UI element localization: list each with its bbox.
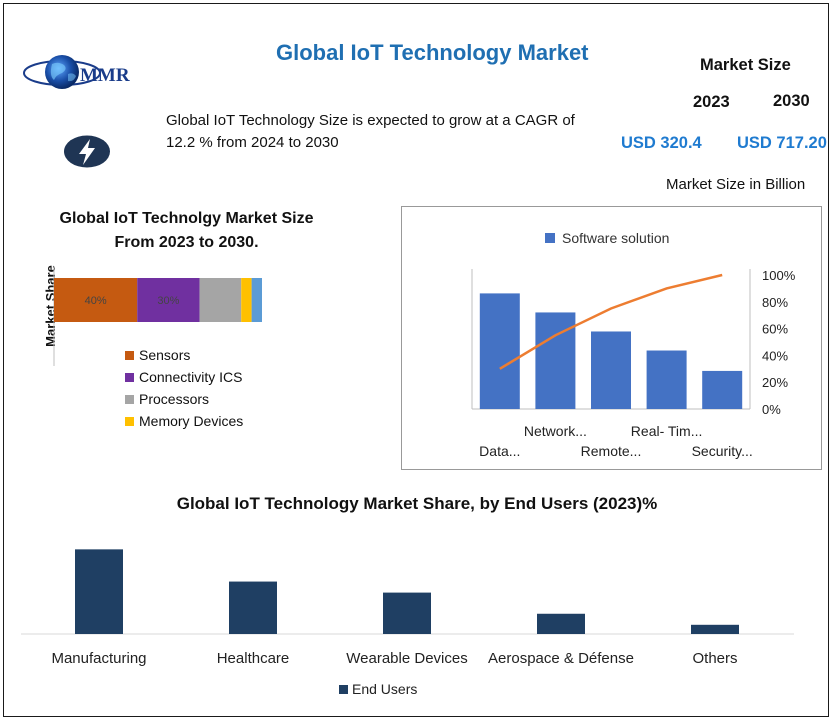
mmr-logo: MMR — [23, 55, 130, 89]
pareto-bar — [702, 370, 743, 409]
market-size-value-2030: USD 717.20 — [737, 134, 827, 152]
pareto-legend-swatch — [545, 233, 555, 243]
legend-swatch — [125, 372, 134, 382]
end-users-bar — [383, 592, 431, 634]
pareto-category-label: Remote... — [581, 443, 642, 459]
legend-swatch — [125, 394, 134, 404]
stacked-segment-sensors — [54, 278, 138, 322]
cagr-description: Global IoT Technology Size is expected t… — [166, 112, 575, 151]
market-size-title: Market Size — [700, 56, 791, 74]
stacked-segment-memory-devices — [241, 278, 252, 322]
legend-item: Processors — [125, 388, 243, 410]
pareto-right-tick: 100% — [762, 268, 796, 283]
pareto-category-label: Security... — [692, 443, 753, 459]
legend-item: Connectivity ICS — [125, 366, 243, 388]
pareto-right-tick: 80% — [762, 295, 788, 310]
market-size-value-2023: USD 320.4 — [621, 134, 702, 152]
legend-label: Memory Devices — [139, 413, 244, 429]
stacked-segment-label: 30% — [157, 295, 179, 307]
stacked-chart-title: Global IoT Technolgy Market Size From 20… — [59, 210, 314, 251]
stacked-segment-processors — [199, 278, 242, 322]
stacked-segment-other — [251, 278, 262, 322]
stacked-segment-connectivity-ics — [137, 278, 200, 322]
pareto-cumulative-line — [499, 273, 723, 370]
pareto-bar — [591, 331, 631, 409]
end-users-bar — [537, 613, 585, 634]
legend-label: Connectivity ICS — [139, 369, 243, 385]
software-pareto-chart-box: Software solution 0% 20% 40% 60% 80% 100% Data.… — [401, 206, 822, 470]
pareto-bar — [479, 293, 520, 409]
infographic-frame: MMR Global IoT Technology Market Global … — [3, 3, 829, 717]
stacked-bar-chart: 40% 30% — [53, 266, 262, 366]
pareto-category-label: Network... — [524, 423, 587, 439]
svg-text:MMR: MMR — [80, 65, 130, 86]
pareto-legend-label: Software solution — [562, 230, 669, 246]
page-title: Global IoT Technology Market — [276, 40, 589, 65]
end-users-bar-chart: Manufacturing Healthcare Wearable Devices A… — [21, 549, 794, 697]
pareto-bar — [535, 312, 576, 409]
legend-item: Memory Devices — [125, 410, 243, 432]
pareto-bar — [646, 350, 687, 409]
market-size-unit: Market Size in Billion — [666, 176, 806, 193]
end-users-category-label: Others — [692, 650, 737, 667]
pareto-category-label: Data... — [479, 443, 520, 459]
legend-label: Processors — [139, 391, 210, 407]
stacked-chart-legend: Sensors Connectivity ICS Processors Memory … — [125, 344, 243, 432]
end-users-category-label: Healthcare — [217, 650, 290, 667]
end-users-legend-swatch — [339, 685, 348, 694]
market-size-year-2023: 2023 — [693, 93, 730, 111]
lightning-bolt-icon — [64, 135, 110, 168]
legend-swatch — [125, 416, 134, 426]
end-users-bar — [75, 549, 123, 634]
legend-swatch — [125, 350, 134, 360]
pareto-right-tick: 40% — [762, 348, 788, 363]
pareto-right-tick: 0% — [762, 402, 781, 417]
legend-label: Sensors — [139, 347, 191, 363]
end-users-category-label: Manufacturing — [51, 650, 146, 667]
pareto-right-tick: 60% — [762, 322, 788, 337]
software-pareto-chart: Software solution 0% 20% 40% 60% 80% 100% Data.… — [471, 230, 796, 459]
legend-item: Sensors — [125, 344, 243, 366]
end-users-legend-label: End Users — [352, 681, 417, 697]
end-users-chart-title: Global IoT Technology Market Share, by E… — [176, 494, 658, 513]
end-users-bar — [229, 581, 277, 634]
pareto-right-tick: 20% — [762, 375, 788, 390]
market-size-year-2030: 2030 — [773, 92, 810, 110]
end-users-category-label: Wearable Devices — [346, 650, 467, 667]
end-users-bar — [691, 624, 739, 634]
stacked-segment-label: 40% — [85, 295, 107, 307]
pareto-category-label: Real- Tim... — [631, 423, 703, 439]
end-users-category-label: Aerospace & Défense — [488, 650, 634, 667]
